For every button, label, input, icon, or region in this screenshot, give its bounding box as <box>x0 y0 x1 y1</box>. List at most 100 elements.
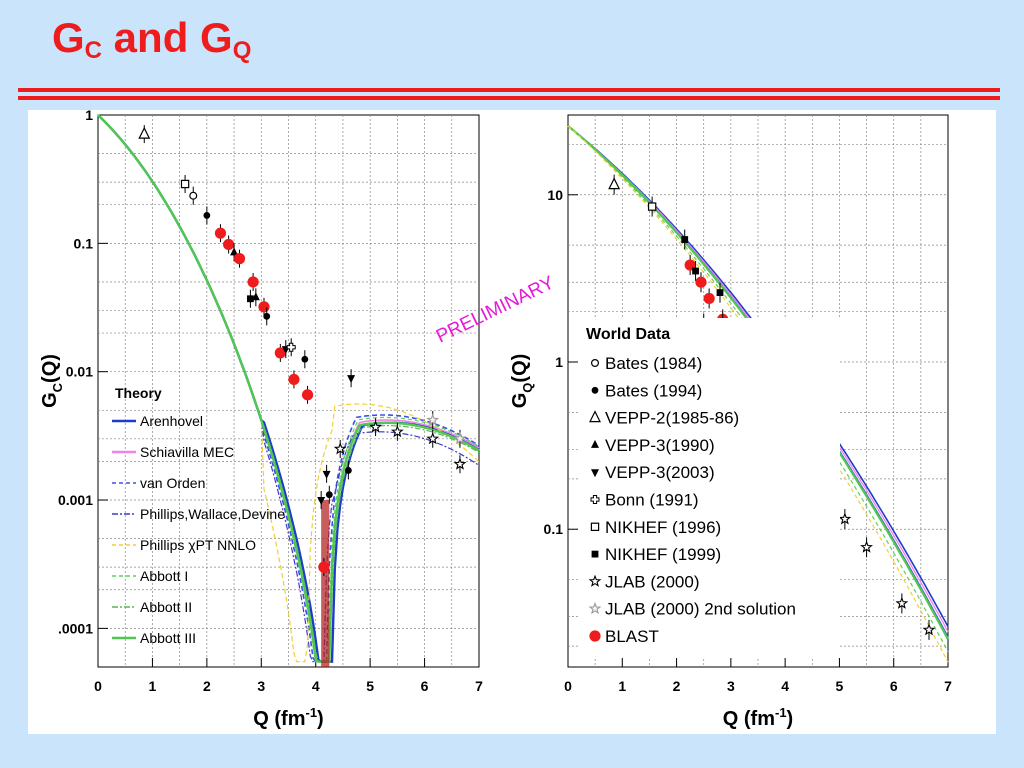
data-point-triangle <box>251 292 260 301</box>
legend-entry: BLAST <box>605 627 659 646</box>
data-point-cross <box>286 342 296 352</box>
legend-entry: Abbott III <box>140 630 196 646</box>
legend-entry: Arenhovel <box>140 413 203 429</box>
data-point-star <box>860 540 874 553</box>
y-tick-label: 0.1 <box>74 235 94 251</box>
x-tick-label: 6 <box>421 678 429 694</box>
x-tick-label: 0 <box>564 678 572 694</box>
legend-entry: Bates (1984) <box>605 354 702 373</box>
data-point-square <box>681 236 689 243</box>
legend-entry: van Orden <box>140 475 205 491</box>
data-point-blast <box>258 301 270 313</box>
data-point-circle-open <box>189 191 198 200</box>
data-point-blast <box>247 276 259 288</box>
data-point-blast <box>703 292 715 305</box>
x-tick-label: 5 <box>836 678 844 694</box>
curve-gq-4 <box>567 125 949 653</box>
legend-entry: VEPP-2(1985-86) <box>605 409 739 428</box>
legend-box <box>578 318 840 658</box>
legend-marker <box>589 410 601 423</box>
legend-title: Theory <box>115 385 162 401</box>
data-point-blast <box>318 561 330 573</box>
data-point-blast <box>214 227 227 239</box>
x-tick-label: 2 <box>673 678 681 694</box>
legend-marker <box>588 574 602 587</box>
legend-entry: JLAB (2000) <box>605 572 700 591</box>
x-tick-label: 1 <box>149 678 157 694</box>
data-point-star-gray <box>426 413 440 426</box>
data-point-square-open <box>180 179 190 189</box>
data-point-star <box>333 442 347 455</box>
data-point-star <box>453 457 467 470</box>
data-point-triangle-open <box>608 177 621 190</box>
x-tick-label: 5 <box>366 678 374 694</box>
data-point-circle <box>263 312 271 320</box>
data-point-blast <box>223 238 235 251</box>
title-rule-top <box>18 88 1000 92</box>
x-tick-label: 4 <box>312 678 320 694</box>
data-point-circle <box>203 212 211 219</box>
legend-title: World Data <box>586 326 670 343</box>
data-point-circle <box>301 355 309 363</box>
x-tick-label: 4 <box>781 678 789 694</box>
grid-0 <box>98 115 479 667</box>
data-point-triangle-down <box>322 470 331 479</box>
y-tick-label: 10 <box>547 187 563 203</box>
data-point-star <box>426 432 440 445</box>
x-tick-label: 7 <box>944 678 952 694</box>
data-point-square-open <box>647 202 657 211</box>
data-point-star <box>390 425 404 438</box>
y-axis-label: GQ(Q) <box>509 354 535 409</box>
data-point-star <box>369 420 383 433</box>
data-point-blast <box>695 276 707 288</box>
legend-entry: Phillips,Wallace,Devine <box>140 506 285 522</box>
legend-entry: VEPP-3(2003) <box>605 463 715 482</box>
data-point-triangle-down <box>317 497 326 506</box>
legend-marker <box>591 439 599 448</box>
legend-marker <box>591 469 599 478</box>
data-point-triangle-down <box>347 375 356 384</box>
legend-marker <box>588 601 602 615</box>
y-tick-label: 0.01 <box>66 364 93 380</box>
legend-marker <box>591 550 599 558</box>
x-tick-label: 0 <box>94 678 102 694</box>
curve-abbott3 <box>97 114 480 663</box>
x-axis-label: Q (fm-1) <box>723 705 793 730</box>
x-axis-label: Q (fm-1) <box>253 705 323 730</box>
x-tick-label: 3 <box>727 678 735 694</box>
legend-marker <box>590 495 600 504</box>
legend-marker <box>590 522 600 532</box>
data-point-star-gray <box>453 432 467 445</box>
data-point-star <box>838 512 852 525</box>
data-point-triangle-open <box>138 126 151 139</box>
y-tick-label: 1 <box>85 107 93 123</box>
curve-vanorden <box>97 114 480 663</box>
legend-marker <box>590 359 599 368</box>
slide-title: GC and GQ <box>52 14 252 64</box>
y-axis-label: GC(Q) <box>39 354 65 408</box>
curve-phillips-chpt <box>97 114 480 663</box>
title-rule-bottom <box>18 96 1000 100</box>
dip-band <box>321 500 330 667</box>
x-tick-label: 2 <box>203 678 211 694</box>
data-point-triangle <box>230 247 239 256</box>
legend-entry: NIKHEF (1996) <box>605 518 721 537</box>
x-tick-label: 1 <box>618 678 626 694</box>
x-tick-label: 3 <box>257 678 265 694</box>
data-point-square <box>247 295 254 303</box>
data-point-blast <box>288 373 300 386</box>
data-point-star <box>922 623 936 636</box>
theory-curves <box>97 114 480 663</box>
data-point-blast <box>301 389 314 401</box>
data-point-square <box>716 289 724 297</box>
legend-entry: JLAB (2000) 2nd solution <box>605 600 796 619</box>
data-point-blast <box>233 253 246 265</box>
data-point-circle <box>344 467 352 474</box>
data-point-blast <box>274 347 286 359</box>
legend-entry: Phillips χPT NNLO <box>140 537 256 553</box>
legend-entry: Bonn (1991) <box>605 491 699 510</box>
y-tick-label: .0001 <box>58 620 93 636</box>
legend-entry: Schiavilla MEC <box>140 444 234 460</box>
legend-marker <box>591 386 599 394</box>
